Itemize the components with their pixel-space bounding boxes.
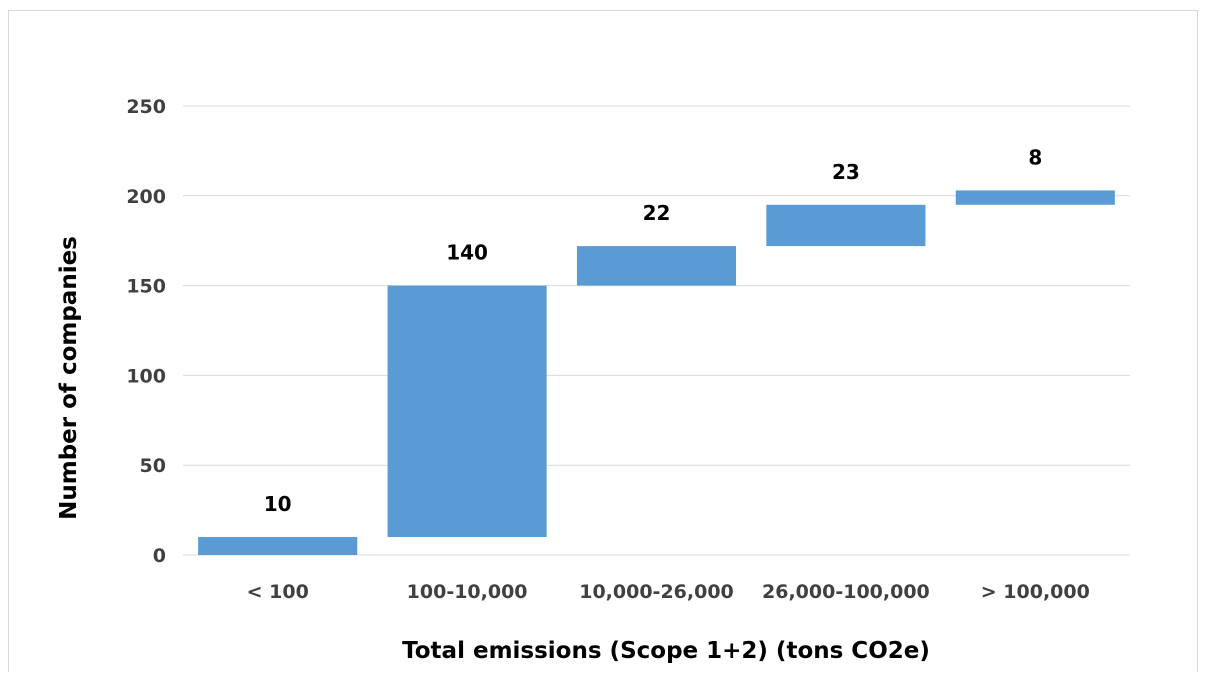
x-axis-ticks: < 100 100-10,000 10,000-26,000 26,000-100,0…	[247, 581, 1090, 603]
x-tick-label: > 100,000	[981, 581, 1090, 603]
bar	[198, 537, 357, 555]
bar	[388, 286, 547, 537]
bar	[577, 246, 736, 286]
data-label: 8	[1028, 145, 1042, 169]
data-label: 10	[264, 492, 292, 516]
x-axis-title: Total emissions (Scope 1+2) (tons CO2e)	[402, 638, 930, 664]
x-tick-label: 100-10,000	[407, 581, 528, 603]
y-tick-label: 150	[126, 276, 166, 298]
bar	[766, 205, 925, 246]
data-label: 22	[643, 201, 671, 225]
y-tick-label: 0	[153, 545, 166, 567]
bar	[956, 190, 1115, 204]
x-tick-label: < 100	[247, 581, 309, 603]
y-tick-label: 250	[126, 96, 166, 118]
gridlines	[183, 106, 1130, 555]
y-tick-label: 50	[140, 455, 166, 477]
y-tick-label: 100	[126, 365, 166, 387]
data-label: 23	[832, 160, 860, 184]
data-labels: 10 140 22 23 8	[264, 145, 1042, 516]
data-label: 140	[446, 241, 488, 265]
bars	[198, 190, 1115, 555]
y-tick-label: 200	[126, 186, 166, 208]
x-tick-label: 10,000-26,000	[579, 581, 734, 603]
y-axis-title: Number of companies	[56, 236, 82, 520]
x-tick-label: 26,000-100,000	[762, 581, 930, 603]
y-axis-ticks: 0 50 100 150 200 250	[126, 96, 166, 567]
